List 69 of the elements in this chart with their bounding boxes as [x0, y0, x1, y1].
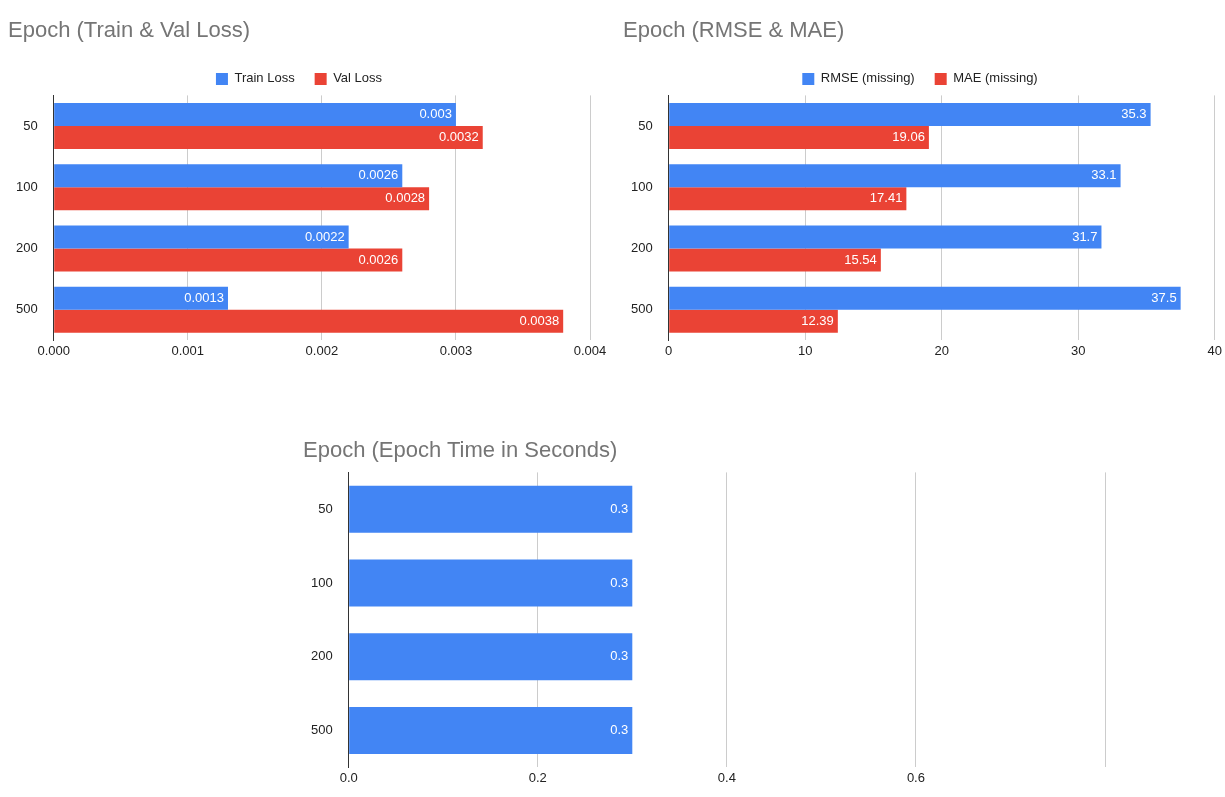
- legend-label: MAE (missing): [953, 70, 1038, 86]
- y-tick-label: 500: [310, 722, 333, 738]
- bar: [669, 248, 881, 272]
- bar: [54, 286, 228, 310]
- x-tick-label: 0: [665, 342, 673, 358]
- y-tick-label: 500: [15, 301, 38, 317]
- data-label: 33.1: [1091, 167, 1117, 183]
- data-label: 0.3: [610, 648, 629, 664]
- data-label: 0.0013: [184, 289, 224, 305]
- data-label: 0.003: [419, 106, 452, 122]
- bar: [54, 103, 456, 127]
- data-label: 0.0032: [438, 129, 479, 145]
- data-label: 0.0038: [519, 312, 560, 328]
- data-label: 31.7: [1072, 228, 1098, 244]
- data-label: 0.0026: [358, 251, 399, 267]
- chart-title: Epoch (Train & Val Loss): [8, 17, 251, 43]
- legend-label: Train Loss: [234, 70, 296, 86]
- y-tick-label: 100: [630, 178, 653, 194]
- chart-title: Epoch (RMSE & MAE): [623, 17, 845, 43]
- bar: [54, 309, 564, 333]
- bar: [54, 126, 483, 149]
- bar: [669, 103, 1151, 127]
- y-tick-label: 500: [630, 301, 653, 317]
- y-tick-label: 200: [310, 648, 333, 664]
- x-tick-label: 0.004: [573, 342, 607, 358]
- chart-title: Epoch (Epoch Time in Seconds): [303, 437, 618, 463]
- data-label: 15.54: [844, 251, 877, 267]
- data-label: 12.39: [801, 312, 834, 328]
- x-tick-label: 0.4: [717, 769, 736, 785]
- bar: [54, 248, 403, 272]
- x-tick-label: 0.2: [528, 769, 547, 785]
- x-tick-label: 0.6: [906, 769, 925, 785]
- y-tick-label: 50: [638, 117, 653, 133]
- data-label: 0.3: [610, 500, 629, 516]
- y-tick-label: 200: [630, 240, 653, 256]
- bar: [669, 286, 1181, 310]
- y-tick-label: 50: [318, 500, 333, 516]
- x-tick-label: 0.0: [339, 769, 358, 785]
- bar: [669, 225, 1102, 249]
- data-label: 0.0026: [358, 167, 399, 183]
- x-tick-label: 0.003: [439, 342, 473, 358]
- bar: [669, 164, 1121, 188]
- bar: [669, 309, 838, 333]
- bar: [669, 126, 929, 149]
- bar: [54, 225, 349, 249]
- y-tick-label: 200: [15, 240, 38, 256]
- data-label: 37.5: [1151, 289, 1177, 305]
- data-label: 19.06: [892, 129, 925, 145]
- y-tick-label: 50: [23, 117, 38, 133]
- x-tick-label: 30: [1071, 342, 1086, 358]
- bar: [54, 164, 403, 188]
- data-label: 0.0022: [304, 228, 345, 244]
- data-label: 0.3: [610, 722, 629, 738]
- legend-label: Val Loss: [333, 70, 383, 86]
- x-tick-label: 0.002: [305, 342, 339, 358]
- bar: [54, 187, 430, 211]
- x-tick-label: 40: [1207, 342, 1222, 358]
- x-tick-label: 20: [934, 342, 949, 358]
- x-tick-label: 10: [797, 342, 813, 358]
- legend-label: RMSE (missing): [820, 70, 915, 86]
- y-tick-label: 100: [15, 178, 38, 194]
- data-label: 0.0028: [385, 190, 426, 206]
- data-label: 35.3: [1121, 106, 1147, 122]
- x-tick-label: 0.001: [171, 342, 205, 358]
- x-tick-label: 0.000: [37, 342, 70, 358]
- y-tick-label: 100: [310, 574, 333, 590]
- bar: [669, 187, 907, 211]
- data-label: 0.3: [610, 574, 629, 590]
- data-label: 17.41: [869, 190, 903, 206]
